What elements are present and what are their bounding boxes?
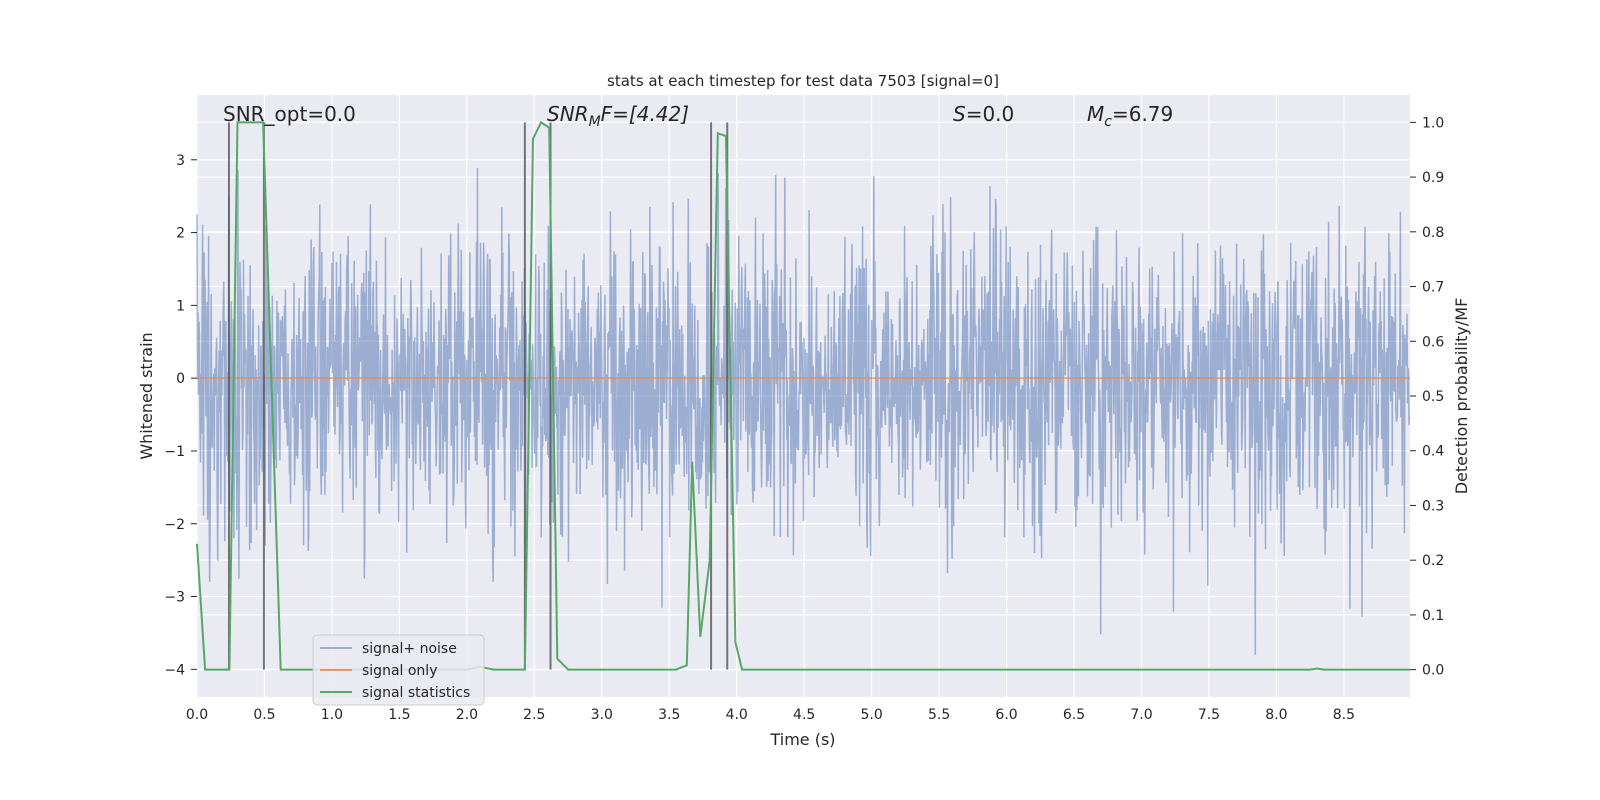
y-right-tick-label: 0.4 — [1422, 444, 1444, 460]
y-right-tick-label: 1.0 — [1422, 115, 1444, 131]
y-tick-label: 2 — [176, 226, 185, 242]
x-tick-label: 3.0 — [591, 707, 613, 723]
y-tick-label: −4 — [164, 662, 185, 678]
y-ticks-right: 0.0 0.1 0.2 0.3 0.4 0.5 0.6 0.7 0.8 0.9 1.0 — [1410, 115, 1444, 679]
y-tick-label: −3 — [164, 590, 185, 606]
x-tick-label: 1.5 — [388, 707, 410, 723]
x-tick-label: 0.5 — [253, 707, 275, 723]
x-tick-label: 6.0 — [995, 707, 1017, 723]
annotation-mc: Mc=6.79 — [1087, 102, 1173, 130]
y-axis-label-right: Detection probability/MF — [1452, 298, 1471, 495]
noise-line — [196, 167, 1411, 655]
y-ticks: −4 −3 −2 −1 0 1 2 3 — [164, 153, 197, 678]
mc-sub: c — [1104, 114, 1112, 130]
y-right-tick-label: 0.9 — [1422, 170, 1444, 186]
y-right-tick-label: 0.8 — [1422, 225, 1444, 241]
x-tick-label: 5.5 — [928, 707, 950, 723]
x-tick-label: 2.5 — [523, 707, 545, 723]
x-ticks: 0.0 0.5 1.0 1.5 2.0 2.5 3.0 3.5 4.0 4.5 5.0 5.5 6.0 6… — [186, 707, 1355, 723]
y-tick-label: 0 — [176, 371, 185, 387]
x-tick-label: 8.0 — [1265, 707, 1287, 723]
y-right-tick-label: 0.2 — [1422, 553, 1444, 569]
signal-noise-series — [196, 167, 1411, 655]
annotation-snr-opt: SNR_opt=0.0 — [223, 102, 356, 126]
x-tick-label: 4.0 — [726, 707, 748, 723]
legend-label-stats: signal statistics — [362, 685, 470, 701]
x-tick-label: 8.5 — [1333, 707, 1355, 723]
x-tick-label: 7.0 — [1130, 707, 1152, 723]
legend: signal+ noise signal only signal statist… — [312, 634, 485, 706]
mc-main: M — [1087, 102, 1104, 126]
signal-statistics-series — [196, 120, 1410, 671]
snr-mf-sub: M — [589, 114, 601, 130]
snr-mf-rest: F=[4.42] — [601, 102, 689, 126]
annotation-snr-mf: SNRMF=[4.42] — [547, 102, 689, 130]
x-tick-label: 6.5 — [1063, 707, 1085, 723]
y-right-tick-label: 0.5 — [1422, 389, 1444, 405]
y-right-tick-label: 0.7 — [1422, 280, 1444, 296]
x-tick-label: 0.0 — [186, 707, 208, 723]
y-right-tick-label: 0.6 — [1422, 334, 1444, 350]
x-tick-label: 5.0 — [861, 707, 883, 723]
y-right-tick-label: 0.3 — [1422, 498, 1444, 514]
mc-rest: =6.79 — [1112, 102, 1173, 126]
signal-statistics-line — [196, 120, 1410, 671]
x-tick-label: 1.0 — [321, 707, 343, 723]
x-tick-label: 3.5 — [658, 707, 680, 723]
y-tick-label: −2 — [164, 517, 185, 533]
x-tick-label: 7.5 — [1198, 707, 1220, 723]
s-rest: =0.0 — [966, 102, 1015, 126]
y-tick-label: 3 — [176, 153, 185, 169]
x-tick-label: 4.5 — [793, 707, 815, 723]
s-main: S — [953, 102, 966, 126]
y-tick-label: −1 — [164, 444, 185, 460]
x-axis-label: Time (s) — [769, 730, 835, 749]
legend-box — [312, 634, 485, 706]
chart-title: stats at each timestep for test data 750… — [607, 72, 999, 90]
legend-label-noise: signal+ noise — [362, 641, 457, 657]
x-tick-label: 2.0 — [456, 707, 478, 723]
y-tick-label: 1 — [176, 298, 185, 314]
annotation-s: S=0.0 — [953, 102, 1014, 126]
legend-label-signal: signal only — [362, 663, 437, 679]
y-axis-label: Whitened strain — [137, 332, 156, 459]
snr-mf-main: SNR — [547, 102, 589, 126]
y-right-tick-label: 0.1 — [1422, 608, 1444, 624]
y-right-tick-label: 0.0 — [1422, 663, 1444, 679]
